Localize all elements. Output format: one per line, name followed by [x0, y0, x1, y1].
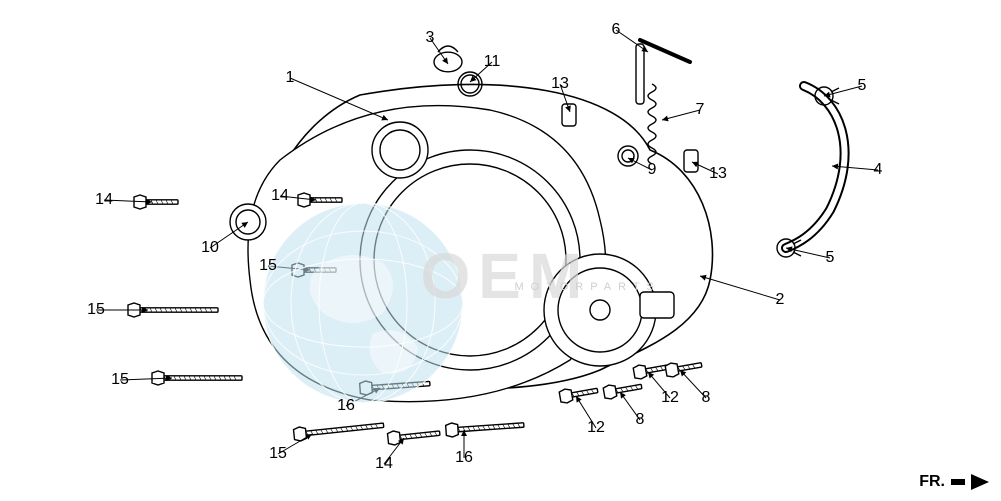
callout-label-16: 16: [337, 397, 355, 415]
callout-label-4: 4: [874, 161, 883, 179]
callout-label-14c: 14: [375, 455, 393, 473]
callout-label-15b: 15: [87, 301, 105, 319]
callout-label-7: 7: [696, 101, 705, 119]
callout-label-15c: 15: [111, 371, 129, 389]
callout-label-5: 5: [858, 77, 867, 95]
callout-label-10: 10: [201, 239, 219, 257]
callout-label-11: 11: [484, 53, 501, 71]
callout-label-5b: 5: [826, 249, 835, 267]
front-direction-indicator: FR.: [919, 473, 989, 491]
callout-label-1: 1: [286, 69, 295, 87]
callout-label-13b: 13: [709, 165, 727, 183]
callout-label-12: 12: [587, 419, 605, 437]
callout-label-14b: 14: [271, 187, 289, 205]
drawing-svg: [0, 0, 1001, 501]
diagram-stage: OEM MOTORPARTS 1234556788910111212131314…: [0, 0, 1001, 501]
callout-label-13: 13: [551, 75, 569, 93]
callout-label-6: 6: [612, 21, 621, 39]
callout-label-15: 15: [259, 257, 277, 275]
fr-label: FR.: [919, 473, 945, 491]
callout-label-8b: 8: [636, 411, 645, 429]
callout-label-2: 2: [776, 291, 785, 309]
callout-label-16b: 16: [455, 449, 473, 467]
callout-label-12b: 12: [661, 389, 679, 407]
fr-arrow-head: [971, 474, 989, 490]
callout-label-15d: 15: [269, 445, 287, 463]
callout-label-14: 14: [95, 191, 113, 209]
callout-label-9: 9: [648, 161, 657, 179]
fr-arrow-shaft: [951, 479, 965, 485]
callout-label-3: 3: [426, 29, 435, 47]
callout-label-8: 8: [702, 389, 711, 407]
